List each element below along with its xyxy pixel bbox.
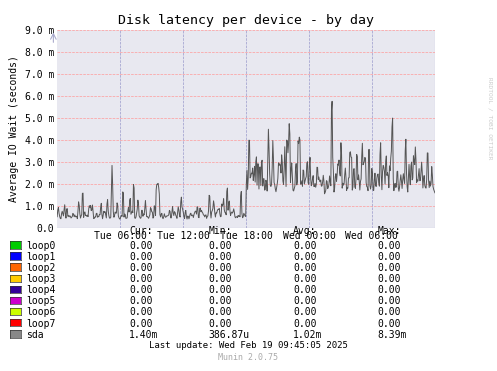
Title: Disk latency per device - by day: Disk latency per device - by day xyxy=(118,14,374,27)
Text: 0.00: 0.00 xyxy=(378,296,401,306)
Text: 0.00: 0.00 xyxy=(129,263,153,273)
Text: 0.00: 0.00 xyxy=(129,274,153,284)
Text: loop5: loop5 xyxy=(26,296,55,306)
Text: 0.00: 0.00 xyxy=(378,274,401,284)
Text: loop3: loop3 xyxy=(26,274,55,284)
Text: 0.00: 0.00 xyxy=(378,241,401,250)
Text: loop0: loop0 xyxy=(26,241,55,250)
Text: 0.00: 0.00 xyxy=(209,263,232,273)
Text: 0.00: 0.00 xyxy=(209,274,232,284)
Text: 0.00: 0.00 xyxy=(378,285,401,295)
Text: 8.39m: 8.39m xyxy=(378,330,407,339)
Text: 0.00: 0.00 xyxy=(129,252,153,262)
Text: 0.00: 0.00 xyxy=(378,252,401,262)
Text: 0.00: 0.00 xyxy=(209,285,232,295)
Text: 0.00: 0.00 xyxy=(378,308,401,317)
Text: loop7: loop7 xyxy=(26,319,55,328)
Text: 0.00: 0.00 xyxy=(378,263,401,273)
Text: RRDTOOL / TOBI OETIKER: RRDTOOL / TOBI OETIKER xyxy=(487,78,492,160)
Text: Min:: Min: xyxy=(209,226,232,236)
Text: Last update: Wed Feb 19 09:45:05 2025: Last update: Wed Feb 19 09:45:05 2025 xyxy=(149,341,348,350)
Text: 0.00: 0.00 xyxy=(293,252,317,262)
Text: loop4: loop4 xyxy=(26,285,55,295)
Text: 0.00: 0.00 xyxy=(209,241,232,250)
Text: 0.00: 0.00 xyxy=(129,285,153,295)
Text: 0.00: 0.00 xyxy=(293,308,317,317)
Text: 1.40m: 1.40m xyxy=(129,330,159,339)
Text: Max:: Max: xyxy=(378,226,401,236)
Text: 0.00: 0.00 xyxy=(209,319,232,328)
Text: 0.00: 0.00 xyxy=(293,241,317,250)
Text: sda: sda xyxy=(26,330,43,339)
Text: 1.02m: 1.02m xyxy=(293,330,323,339)
Y-axis label: Average IO Wait (seconds): Average IO Wait (seconds) xyxy=(9,56,19,202)
Text: 0.00: 0.00 xyxy=(209,252,232,262)
Text: loop2: loop2 xyxy=(26,263,55,273)
Text: 0.00: 0.00 xyxy=(209,296,232,306)
Text: Avg:: Avg: xyxy=(293,226,317,236)
Text: 0.00: 0.00 xyxy=(293,319,317,328)
Text: 0.00: 0.00 xyxy=(129,296,153,306)
Text: 0.00: 0.00 xyxy=(209,308,232,317)
Text: 0.00: 0.00 xyxy=(293,263,317,273)
Text: 0.00: 0.00 xyxy=(129,308,153,317)
Text: 0.00: 0.00 xyxy=(378,319,401,328)
Text: loop6: loop6 xyxy=(26,308,55,317)
Text: 0.00: 0.00 xyxy=(129,319,153,328)
Text: loop1: loop1 xyxy=(26,252,55,262)
Text: Cur:: Cur: xyxy=(129,226,153,236)
Text: 0.00: 0.00 xyxy=(129,241,153,250)
Text: 0.00: 0.00 xyxy=(293,285,317,295)
Text: 0.00: 0.00 xyxy=(293,274,317,284)
Text: 0.00: 0.00 xyxy=(293,296,317,306)
Text: 386.87u: 386.87u xyxy=(209,330,250,339)
Text: Munin 2.0.75: Munin 2.0.75 xyxy=(219,353,278,362)
